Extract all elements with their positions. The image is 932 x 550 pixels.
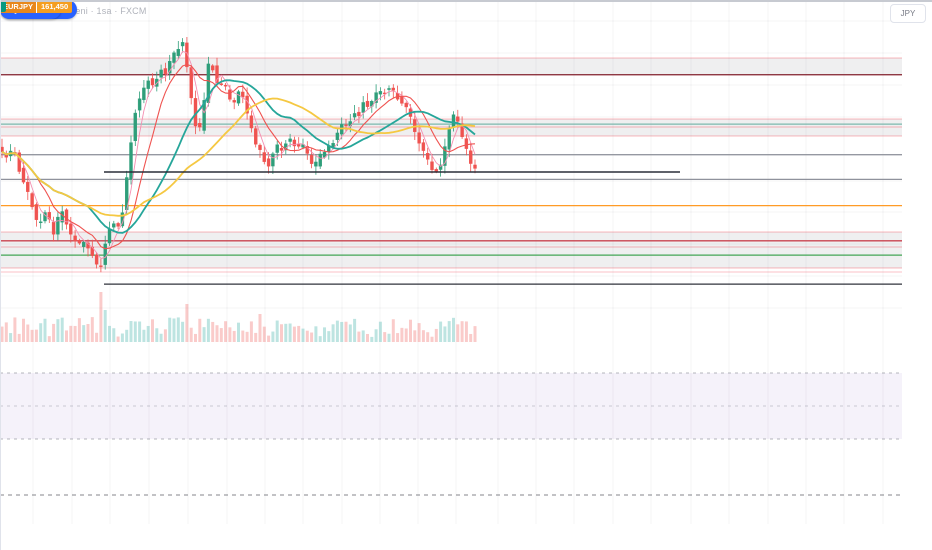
price-tag-value: 161,450: [36, 0, 73, 13]
currency-toggle-button[interactable]: JPY: [890, 4, 926, 23]
price-tag-symbol: EURJPY: [0, 0, 37, 13]
panel-divider-3[interactable]: [0, 0, 932, 2]
price-axis-separator: [0, 0, 1, 550]
bull-label-partial: [0, 0, 6, 12]
last-price-tag[interactable]: EURJPY 161,450: [0, 0, 73, 13]
symbol-title: Euro / Japon Yeni · 1sa · FXCM: [14, 6, 147, 16]
